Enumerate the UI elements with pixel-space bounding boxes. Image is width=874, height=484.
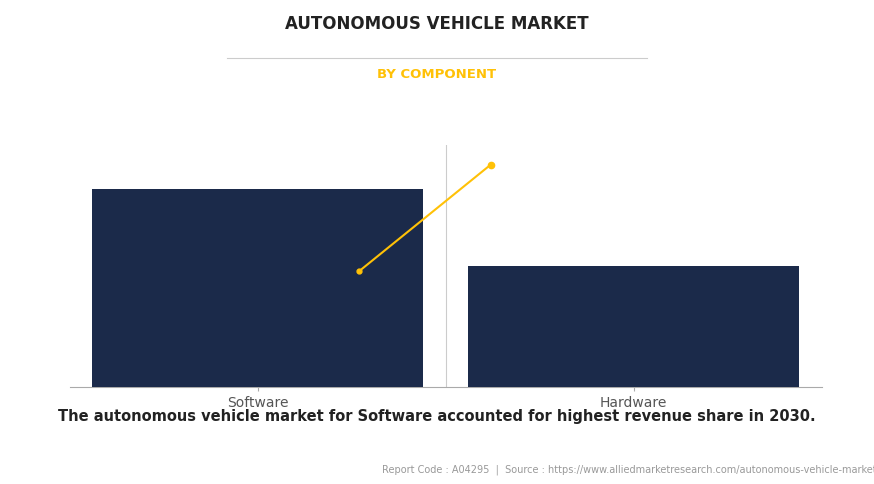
Text: AUTONOMOUS VEHICLE MARKET: AUTONOMOUS VEHICLE MARKET	[285, 15, 589, 32]
Text: Report Code : A04295  |  Source : https://www.alliedmarketresearch.com/autonomou: Report Code : A04295 | Source : https://…	[382, 465, 874, 475]
Bar	[468, 266, 799, 387]
Bar	[93, 189, 423, 387]
Text: BY COMPONENT: BY COMPONENT	[378, 68, 496, 81]
Text: The autonomous vehicle market for Software accounted for highest revenue share i: The autonomous vehicle market for Softwa…	[59, 409, 815, 424]
